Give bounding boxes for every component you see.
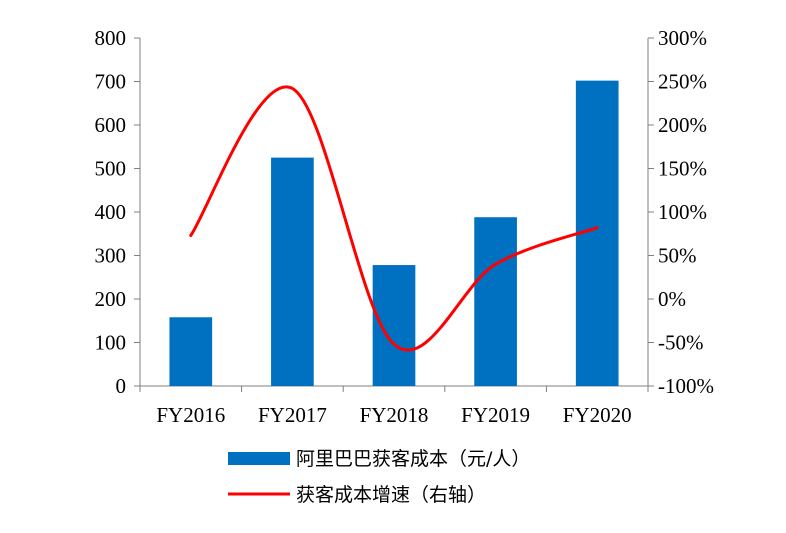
x-tick-label: FY2018 xyxy=(360,403,429,427)
bar xyxy=(474,217,517,386)
legend: 阿里巴巴获客成本（元/人） 获客成本增速（右轴） xyxy=(228,448,530,506)
left-y-tick-label: 100 xyxy=(95,331,127,355)
left-y-tick-label: 200 xyxy=(95,287,127,311)
right-y-tick-label: 150% xyxy=(658,157,707,181)
right-y-tick-label: -100% xyxy=(658,374,714,398)
bar xyxy=(169,317,212,386)
bar-series xyxy=(169,81,618,386)
right-y-tick-label: 50% xyxy=(658,244,697,268)
legend-bar-label: 阿里巴巴获客成本（元/人） xyxy=(296,448,530,470)
x-tick-label: FY2020 xyxy=(563,403,632,427)
right-y-tick-label: 200% xyxy=(658,113,707,137)
legend-line-label: 获客成本增速（右轴） xyxy=(296,484,486,506)
left-y-tick-label: 700 xyxy=(95,70,127,94)
left-y-tick-label: 300 xyxy=(95,244,127,268)
x-tick-label: FY2019 xyxy=(461,403,530,427)
right-y-tick-label: 100% xyxy=(658,200,707,224)
left-y-tick-label: 500 xyxy=(95,157,127,181)
right-y-tick-label: 250% xyxy=(658,70,707,94)
bar xyxy=(271,158,314,386)
bar xyxy=(373,265,416,386)
x-tick-label: FY2016 xyxy=(156,403,225,427)
left-y-tick-label: 600 xyxy=(95,113,127,137)
right-y-tick-label: 300% xyxy=(658,26,707,50)
right-y-tick-label: 0% xyxy=(658,287,686,311)
x-tick-label: FY2017 xyxy=(258,403,327,427)
left-y-tick-label: 400 xyxy=(95,200,127,224)
left-y-tick-label: 0 xyxy=(116,374,127,398)
left-y-tick-label: 800 xyxy=(95,26,127,50)
legend-bar-swatch xyxy=(228,452,290,465)
right-y-tick-label: -50% xyxy=(658,331,704,355)
